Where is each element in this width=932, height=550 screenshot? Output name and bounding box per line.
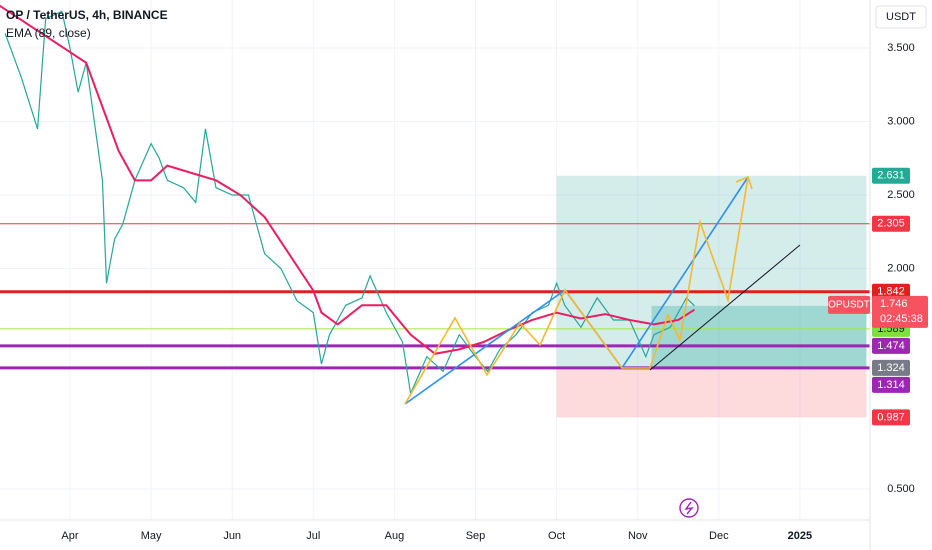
price-label-bg xyxy=(872,215,910,232)
y-tick-label: 3.500 xyxy=(887,42,915,54)
price-label-bg xyxy=(872,409,910,426)
yellow-path xyxy=(404,176,749,405)
x-tick-label: May xyxy=(141,530,162,542)
price-label: 1.314 xyxy=(877,379,905,391)
lightning-bolt xyxy=(684,501,694,515)
x-tick-label: Jun xyxy=(223,530,241,542)
symbol-name: OPUSDT xyxy=(828,299,870,310)
x-tick-label: Nov xyxy=(628,530,648,542)
arrow-head xyxy=(735,175,753,190)
price-label-bg xyxy=(872,359,910,376)
x-tick-label: Aug xyxy=(385,530,405,542)
price-label-bg xyxy=(872,337,910,354)
countdown: 02:45:38 xyxy=(880,313,923,325)
drawings xyxy=(404,175,801,405)
x-tick-label: Apr xyxy=(61,530,78,542)
stop-zone xyxy=(556,367,867,418)
symbol-badge xyxy=(828,295,870,314)
position-boxes xyxy=(556,175,867,418)
y-tick-label: 2.500 xyxy=(887,189,915,201)
y-tick-label: 3.000 xyxy=(887,115,915,127)
price-line xyxy=(4,10,695,396)
price-label: 0.987 xyxy=(877,411,905,423)
price-label: 2.305 xyxy=(877,218,905,230)
y-tick-label: 2.000 xyxy=(887,262,915,274)
y-tick-label: 0.500 xyxy=(887,483,915,495)
axis: 0.500 2.000 2.500 3.000 3.500 Apr May Jun Jul Aug… xyxy=(61,42,928,542)
x-tick-label: Sep xyxy=(466,530,486,542)
price-label: 1.842 xyxy=(877,286,905,298)
price-label: 1.324 xyxy=(877,362,905,374)
x-tick-label: Oct xyxy=(548,530,565,542)
currency: USDT xyxy=(886,11,916,23)
x-tick-label: Dec xyxy=(709,530,729,542)
x-tick-label: Jul xyxy=(306,530,320,542)
indicator-legend: EMA (89, close) xyxy=(6,26,91,40)
symbol-title: OP / TetherUS, 4h, BINANCE xyxy=(6,8,168,22)
price-label: 2.631 xyxy=(877,170,905,182)
grid xyxy=(0,0,870,520)
price-label-bg xyxy=(872,283,910,300)
last-price-bg xyxy=(872,295,928,328)
last-price: 1.746 xyxy=(880,298,908,310)
price-label-bg xyxy=(872,167,910,184)
currency-button[interactable] xyxy=(875,5,927,29)
lightning-icon[interactable] xyxy=(679,498,699,518)
price-label-bg xyxy=(872,376,910,393)
x-tick-label: 2025 xyxy=(788,530,812,542)
current-zone xyxy=(651,305,867,368)
levels xyxy=(0,223,870,370)
target-zone xyxy=(556,175,867,368)
trend-line xyxy=(649,244,801,371)
price-label: 1.474 xyxy=(877,340,905,352)
